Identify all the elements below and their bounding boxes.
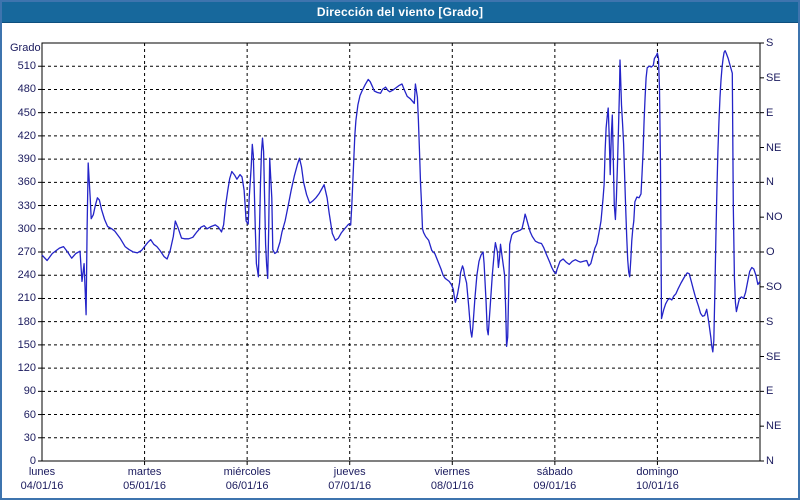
page-title: Dirección del viento [Grado]	[316, 5, 484, 19]
compass-tick-label: NO	[766, 211, 783, 224]
y-axis-tick-label: 120	[17, 362, 36, 375]
y-axis-tick-label: 210	[17, 292, 36, 305]
y-axis-tick-label: 450	[17, 106, 36, 119]
y-axis-tick-label: 30	[23, 431, 36, 444]
compass-tick-label: E	[766, 385, 774, 398]
y-axis-tick-label: 270	[17, 246, 36, 258]
y-axis-tick-label: 240	[17, 269, 36, 282]
compass-tick-label: N	[766, 176, 774, 189]
y-axis-tick-label: 330	[17, 199, 36, 212]
compass-tick-label: O	[766, 246, 775, 258]
compass-tick-label: NE	[766, 420, 782, 433]
x-axis-date-label: 08/01/16	[430, 480, 474, 492]
compass-tick-label: N	[766, 455, 774, 467]
x-axis-date-label: 06/01/16	[225, 480, 269, 492]
y-axis-tick-label: 180	[17, 315, 36, 328]
compass-tick-label: SO	[766, 280, 782, 293]
x-axis-day-label: viernes	[434, 466, 471, 478]
x-axis-date-label: 10/01/16	[636, 480, 679, 492]
compass-tick-label: S	[766, 37, 774, 49]
y-axis-tick-label: 90	[23, 385, 36, 398]
x-axis-day-label: jueves	[333, 466, 366, 478]
compass-tick-label: E	[766, 106, 774, 119]
compass-tick-label: SE	[766, 350, 781, 363]
x-axis-day-label: lunes	[28, 466, 56, 478]
y-axis-tick-label: 60	[23, 408, 36, 421]
y-axis-tick-label: 480	[17, 83, 36, 96]
y-axis-tick-label: 300	[17, 222, 36, 235]
x-axis-date-label: 09/01/16	[533, 480, 577, 492]
x-axis-day-label: domingo	[636, 466, 679, 478]
title-bar: Dirección del viento [Grado]	[2, 2, 798, 23]
compass-tick-label: NE	[766, 141, 782, 154]
y-axis-tick-label: 420	[17, 129, 36, 142]
y-axis-tick-label: 510	[17, 60, 36, 73]
wind-direction-series	[41, 50, 761, 353]
compass-tick-label: SE	[766, 71, 781, 84]
x-axis-date-label: 05/01/16	[123, 480, 166, 492]
x-axis-day-label: miércoles	[223, 466, 271, 478]
y-axis-title: Grado	[10, 42, 41, 54]
y-axis-tick-label: 150	[17, 338, 36, 351]
plot-border	[41, 42, 761, 462]
y-axis-tick-label: 390	[17, 153, 36, 166]
x-axis-date-label: 07/01/16	[328, 480, 372, 492]
x-axis-day-label: sábado	[536, 466, 573, 478]
x-axis-day-label: martes	[127, 466, 162, 478]
x-axis-date-label: 04/01/16	[20, 480, 64, 492]
y-axis-tick-label: 0	[29, 455, 36, 467]
y-axis-tick-label: 360	[17, 176, 36, 189]
compass-tick-label: S	[766, 315, 774, 328]
